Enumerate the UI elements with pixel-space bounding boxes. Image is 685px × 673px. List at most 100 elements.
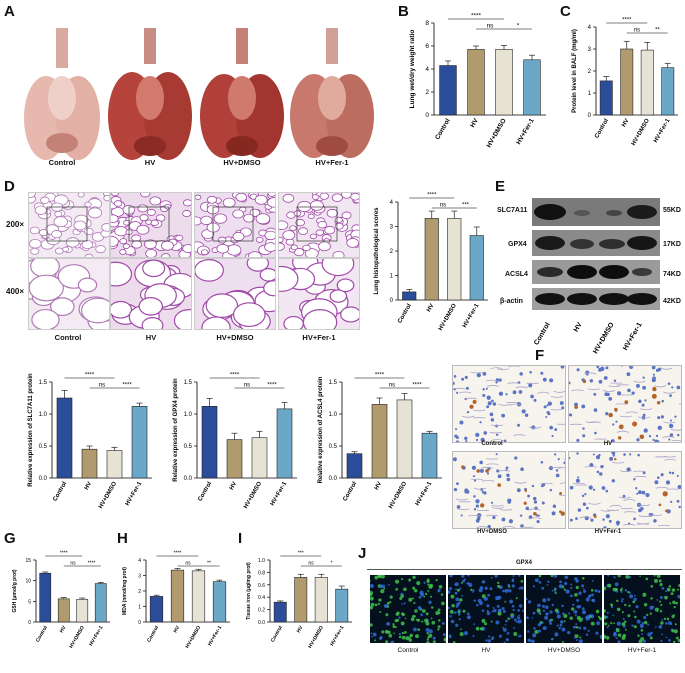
bar-hv-fer-1 [661, 67, 675, 116]
y-tick-label: 0.2 [258, 608, 265, 614]
x-tick-label: HV+DMSO [68, 625, 86, 650]
chart-e-acsl4: 0.0 0.5 1.0 1.5 Relative expression of ACSL4… [318, 373, 442, 510]
x-tick-label: HV [59, 624, 68, 634]
bar-hv-fer-1 [523, 59, 541, 116]
significance-label: **** [230, 373, 240, 379]
wb-size-17kd: 17KD [663, 241, 681, 248]
panel-label-d: D [4, 178, 15, 195]
significance-label: **** [88, 561, 96, 567]
bar-control [439, 65, 457, 116]
significance-label: ** [655, 28, 660, 34]
y-tick-label: 2 [138, 589, 141, 595]
wb-lane-hv: HV [573, 321, 584, 333]
panel-label-b: B [398, 3, 409, 20]
bar-hv-fer-1 [212, 581, 227, 623]
y-tick-label: 1.0 [258, 558, 265, 564]
caption-f-control: Control [481, 441, 503, 447]
y-tick-label: 1.5 [39, 380, 48, 386]
caption-f-hv-fer1: HV+Fer-1 [594, 529, 622, 535]
caption-a-hv-fer1: HV+Fer-1 [315, 158, 349, 167]
bar-hv-dmso [396, 399, 413, 479]
x-tick-label: HV [469, 117, 480, 129]
bar-hv [294, 577, 308, 623]
he-image-hv-fer1-200x [278, 192, 360, 258]
y-tick-label: 2 [588, 69, 592, 75]
significance-label: **** [174, 551, 182, 557]
x-tick-label: HV [426, 303, 435, 313]
y-axis-label: Relative expression of ACSL4 protein [318, 376, 324, 483]
y-tick-label: 5 [28, 599, 31, 605]
y-tick-label: 0.0 [184, 476, 193, 482]
wb-size-55kd: 55KD [663, 207, 681, 214]
panel-label-c: C [560, 3, 571, 20]
bar-control [402, 291, 417, 301]
caption-j-hv: HV [481, 647, 491, 654]
caption-a-hv: HV [144, 158, 156, 167]
significance-label: **** [85, 373, 95, 379]
he-image-hv-dmso-200x [194, 192, 276, 258]
y-tick-label: 3 [390, 225, 394, 231]
panel-label-h: H [117, 530, 128, 547]
bar-hv-dmso [495, 49, 513, 116]
ihc-image-hv [568, 365, 682, 443]
y-tick-label: 4 [588, 25, 592, 31]
bar-hv-dmso [191, 570, 206, 623]
bar-hv [467, 49, 485, 116]
bar-hv-fer-1 [335, 588, 349, 623]
x-tick-label: HV+Fer-1 [88, 625, 104, 647]
x-tick-label: HV [229, 481, 238, 491]
significance-label: **** [471, 13, 482, 20]
wb-label-acsl4: ACSL4 [505, 271, 528, 278]
caption-a-control: Control [48, 158, 76, 167]
bar-hv-fer-1 [131, 406, 148, 479]
bar-control [346, 453, 363, 479]
x-tick-label: HV [84, 481, 93, 491]
x-tick-label: HV+DMSO [98, 481, 118, 510]
caption-j-hv-dmso: HV+DMSO [547, 647, 581, 654]
y-tick-label: 0 [28, 620, 31, 626]
y-tick-label: 15 [25, 558, 31, 564]
bar-hv [57, 598, 70, 623]
y-tick-label: 4 [425, 66, 429, 73]
y-tick-label: 2 [425, 89, 429, 96]
y-tick-label: 0.5 [39, 444, 48, 450]
y-tick-label: 2 [390, 249, 394, 255]
wb-blot-image [532, 198, 660, 310]
y-axis-label: MDA (nmol/mg prot) [122, 567, 128, 615]
bar-hv [371, 404, 388, 479]
ihc-image-hv-fer1 [568, 451, 682, 529]
ihc-image-hv-dmso [452, 451, 566, 529]
bar-hv [226, 439, 243, 479]
bar-control [149, 596, 164, 623]
significance-label: **** [375, 373, 385, 379]
x-tick-label: Control [342, 481, 358, 503]
y-tick-label: 0 [390, 298, 394, 304]
bar-hv [424, 218, 439, 301]
if-image-hv [448, 575, 524, 643]
ihc-image-control [452, 365, 566, 443]
chart-b-lung-wet-dry: 0 2 4 6 8 Lung wet/dry weight ratio Control HV H… [409, 13, 546, 149]
lung-photo-control [22, 28, 102, 163]
x-tick-label: HV+DMSO [243, 481, 263, 510]
y-tick-label: 6 [425, 43, 429, 50]
chart-d-histopath-scores: 0 1 2 3 4 Lung histopathological scores Contro… [374, 193, 488, 332]
panel-j-bracket [367, 569, 682, 570]
y-axis-label: Tissue iron (μg/mg prot) [246, 562, 252, 620]
y-tick-label: 0.0 [39, 476, 48, 482]
y-tick-label: 3 [588, 47, 592, 53]
bar-hv [81, 448, 98, 479]
y-tick-label: 1.0 [39, 412, 48, 418]
bar-control [56, 397, 73, 479]
panel-label-i: I [238, 530, 243, 547]
wb-lane-hv-fer1: HV+Fer-1 [622, 321, 644, 351]
y-axis-label: GSH (μmol/g prot) [12, 569, 18, 612]
significance-label: ns [185, 561, 191, 567]
significance-label: **** [622, 18, 632, 24]
bar-hv-dmso [447, 218, 462, 301]
panel-label-e: E [495, 178, 506, 195]
caption-d-control: Control [54, 333, 82, 342]
x-tick-label: HV [173, 624, 182, 634]
significance-label: **** [122, 383, 132, 389]
y-axis-label: Relative expression of SLC7A11 protein [28, 373, 34, 487]
chart-c-protein-balf: 0 1 2 3 4 Protein level in BALF (mg/ml) Contro… [572, 18, 678, 147]
